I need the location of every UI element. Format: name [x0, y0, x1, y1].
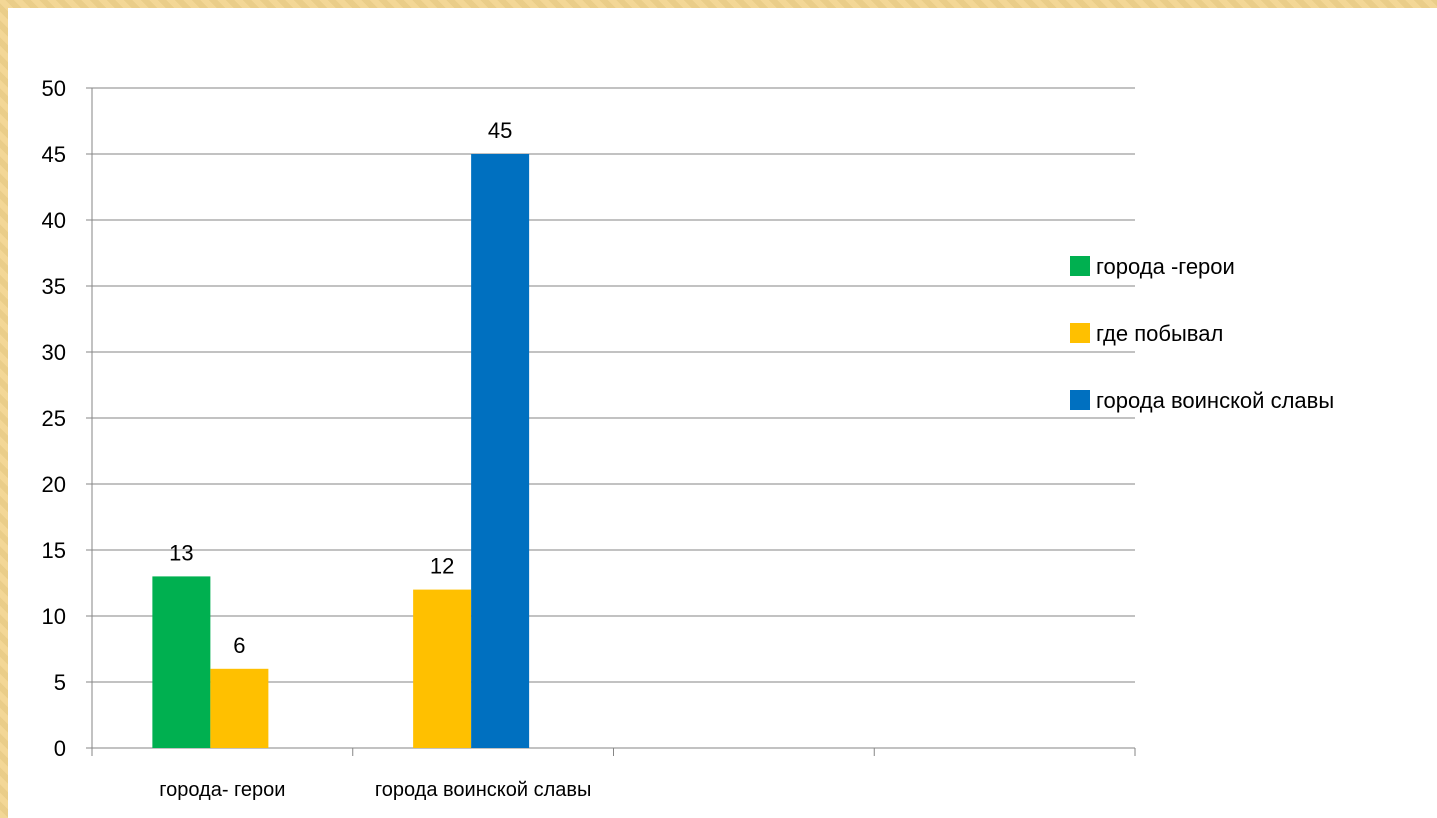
- y-tick-label-0: 0: [54, 736, 66, 761]
- bar-s2-c1: [471, 154, 530, 748]
- x-category-label-0: города- герои: [159, 779, 285, 801]
- y-tick-label-20: 20: [42, 472, 66, 497]
- data-label-s2-c1: 45: [488, 118, 512, 143]
- legend-label-1: где побывал: [1096, 321, 1223, 346]
- y-tick-label-5: 5: [54, 670, 66, 695]
- y-tick-label-25: 25: [42, 406, 66, 431]
- legend-swatch-0: [1070, 256, 1090, 276]
- y-tick-label-30: 30: [42, 340, 66, 365]
- data-label-s1-c1: 12: [430, 554, 454, 579]
- data-label-s1-c0: 6: [233, 633, 245, 658]
- legend-swatch-1: [1070, 323, 1090, 343]
- legend-swatch-2: [1070, 390, 1090, 410]
- legend-label-0: города -герои: [1096, 254, 1235, 279]
- bar-s0-c0: [152, 576, 211, 748]
- y-tick-label-50: 50: [42, 76, 66, 101]
- y-tick-label-45: 45: [42, 142, 66, 167]
- data-label-s0-c0: 13: [169, 540, 193, 565]
- y-tick-label-35: 35: [42, 274, 66, 299]
- y-tick-label-15: 15: [42, 538, 66, 563]
- chart-panel: 0 5 10 15 20 25 30 35 40 45 50 13 6 города- герои 12 45…: [8, 8, 1437, 818]
- y-tick-label-40: 40: [42, 208, 66, 233]
- bar-s1-c0: [210, 668, 269, 748]
- bar-s1-c1: [413, 589, 472, 748]
- y-tick-label-10: 10: [42, 604, 66, 629]
- x-category-label-1: города воинской славы: [375, 779, 592, 801]
- bar-chart: 0 5 10 15 20 25 30 35 40 45 50 13 6 города- герои 12 45…: [42, 76, 1335, 801]
- legend-label-2: города воинской славы: [1096, 388, 1334, 413]
